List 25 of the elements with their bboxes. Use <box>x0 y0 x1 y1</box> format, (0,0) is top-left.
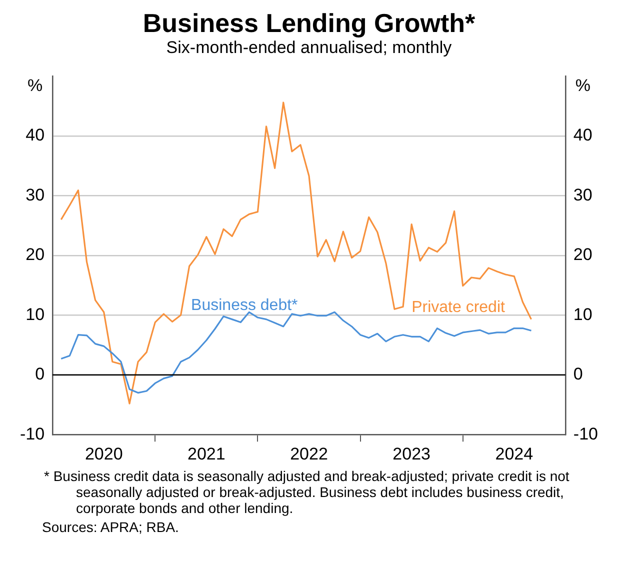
y-tick-label: 0 <box>35 364 45 384</box>
source-note: Sources: APRA; RBA. <box>42 519 180 535</box>
y2-tick-label: 0 <box>573 364 583 384</box>
y-tick-label: 30 <box>26 185 45 204</box>
y2-tick-label: 10 <box>573 304 592 324</box>
x-tick-label: 2022 <box>290 444 328 464</box>
y2-tick-label: 20 <box>573 245 592 264</box>
y-tick-label: 20 <box>26 245 45 264</box>
text: * Business credit data is seasonally adjusted and break-adjusted; private credit is not seasonally adjusted or break-adjusted. Business debt includes business credit, corporate bonds and other lending. <box>44 468 570 516</box>
chart-title: Business Lending Growth* <box>142 8 476 38</box>
y-tick-label: 10 <box>26 304 45 324</box>
y-tick-label: -10 <box>20 424 45 444</box>
y2-tick-label: 40 <box>573 126 592 145</box>
y-tick-label: 40 <box>26 126 45 145</box>
y2-tick-label: -10 <box>573 424 598 444</box>
series-label: Private credit <box>412 298 506 316</box>
x-tick-label: 2023 <box>392 444 430 464</box>
y2-axis-title: % <box>575 76 591 95</box>
x-tick-label: 2020 <box>84 444 123 464</box>
x-tick-label: 2024 <box>495 444 534 464</box>
y-axis-title: % <box>27 76 43 95</box>
series-label: Business debt* <box>191 296 298 314</box>
x-tick-label: 2021 <box>188 444 226 464</box>
chart-subtitle: Six-month-ended annualised; monthly <box>165 38 453 58</box>
y2-tick-label: 30 <box>573 185 592 204</box>
